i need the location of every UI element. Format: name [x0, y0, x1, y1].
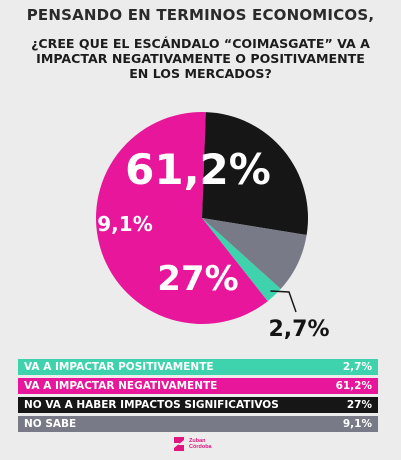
pie-slice-no-sabe	[202, 218, 307, 289]
legend-label-no-sabe: NO SABE	[24, 418, 77, 430]
pie-slice-sin-impacto	[202, 112, 308, 236]
leader-line-positivo	[270, 290, 297, 313]
slice-label-positivo: 2,7%	[268, 317, 329, 342]
legend-value-sin-impacto: 27%	[346, 399, 372, 411]
question-line-2: IMPACTAR NEGATIVAMENTE O POSITIVAMENTE	[36, 51, 365, 66]
legend-row-sin-impacto: NO VA A HABER IMPACTOS SIGNIFICATIVOS 27…	[18, 397, 378, 413]
slice-label-sin-impacto: 27%	[157, 259, 238, 299]
brand-name-line-1: Zuban	[189, 438, 206, 444]
legend-row-negativo: VA A IMPACTAR NEGATIVAMENTE 61,2%	[18, 378, 378, 394]
slice-label-negativo: 61,2%	[125, 145, 271, 194]
slice-label-no-sabe: 9,1%	[97, 212, 152, 236]
page-title: PENSANDO EN TERMINOS ECONOMICOS,	[26, 6, 375, 24]
question-line-3: EN LOS MERCADOS?	[129, 66, 272, 81]
pie-slice-positivo	[202, 218, 281, 302]
legend-value-no-sabe: 9,1%	[342, 418, 372, 430]
legend-row-positivo: VA A IMPACTAR POSITIVAMENTE 2,7%	[18, 359, 378, 375]
survey-question: ¿CREE QUE EL ESCÁNDALO “COIMASGATE” VA A…	[10, 36, 391, 81]
brand-name-line-2: Córdoba	[189, 444, 212, 450]
pie-slice-negativo	[96, 112, 268, 324]
legend-value-positivo: 2,7%	[342, 361, 372, 373]
zuban-logo-icon	[174, 437, 184, 451]
legend-label-negativo: VA A IMPACTAR NEGATIVAMENTE	[24, 380, 218, 392]
legend: VA A IMPACTAR POSITIVAMENTE 2,7% VA A IM…	[18, 359, 378, 435]
brand-logo: Zuban Córdoba	[172, 436, 212, 452]
legend-row-no-sabe: NO SABE 9,1%	[18, 416, 378, 432]
legend-label-positivo: VA A IMPACTAR POSITIVAMENTE	[24, 361, 214, 373]
legend-label-sin-impacto: NO VA A HABER IMPACTOS SIGNIFICATIVOS	[24, 399, 279, 411]
legend-value-negativo: 61,2%	[335, 380, 372, 392]
question-line-1: ¿CREE QUE EL ESCÁNDALO “COIMASGATE” VA A	[31, 36, 370, 51]
